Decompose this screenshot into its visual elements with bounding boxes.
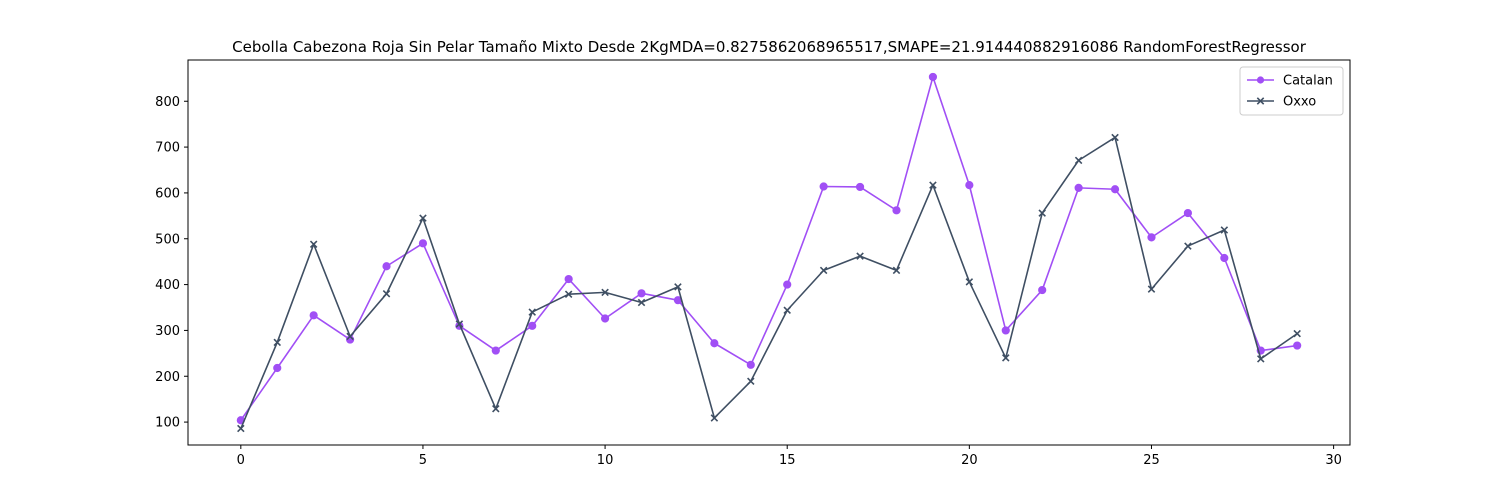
legend-item-oxxo: Oxxo xyxy=(1247,95,1316,110)
axes: 0 5 10 15 20 25 30 100 200 300 400 500 600 700 800 xyxy=(155,95,1342,468)
data-point-oxxo xyxy=(819,266,828,275)
y-tick-label: 200 xyxy=(155,370,180,385)
data-point-oxxo xyxy=(309,240,318,249)
data-point-oxxo xyxy=(1147,285,1156,293)
x-tick-label: 5 xyxy=(419,453,427,468)
data-point-oxxo xyxy=(419,214,427,222)
data-point-oxxo xyxy=(1038,209,1046,217)
data-point-catalan xyxy=(1183,208,1193,218)
data-point-catalan xyxy=(637,289,646,298)
data-point-catalan xyxy=(928,72,938,82)
data-point-oxxo xyxy=(1111,133,1119,142)
data-point-oxxo xyxy=(783,306,791,315)
data-point-oxxo xyxy=(601,288,609,297)
data-point-catalan xyxy=(382,262,391,271)
data-point-oxxo xyxy=(492,405,500,413)
x-tick-label: 15 xyxy=(779,453,796,468)
data-point-oxxo xyxy=(1184,242,1192,250)
data-point-oxxo xyxy=(856,252,864,260)
legend-label-oxxo: Oxxo xyxy=(1283,95,1316,110)
plot-frame xyxy=(187,59,1351,446)
data-point-catalan xyxy=(965,181,974,190)
x-tick-label: 20 xyxy=(961,453,978,468)
data-point-oxxo xyxy=(455,320,464,328)
data-point-oxxo xyxy=(346,332,354,341)
data-point-catalan xyxy=(1147,233,1156,242)
series-line-catalan xyxy=(240,76,1298,421)
plot-area xyxy=(236,72,1302,433)
data-point-oxxo xyxy=(1293,329,1301,338)
data-point-catalan xyxy=(1220,253,1229,263)
y-tick-label: 100 xyxy=(155,416,180,431)
legend-label-catalan: Catalan xyxy=(1283,74,1333,89)
x-tick-label: 10 xyxy=(597,453,614,468)
legend-marker-catalan xyxy=(1256,76,1265,84)
data-point-catalan xyxy=(1001,326,1010,335)
legend-marker-oxxo xyxy=(1256,97,1265,105)
data-point-catalan xyxy=(491,346,500,355)
data-point-catalan xyxy=(783,280,792,289)
chart-title: Cebolla Cabezona Roja Sin Pelar Tamaño M… xyxy=(232,38,1307,56)
series-line-oxxo xyxy=(240,136,1298,429)
data-point-oxxo xyxy=(710,414,719,422)
y-tick-label: 700 xyxy=(155,141,180,156)
data-point-catalan xyxy=(273,363,282,373)
data-point-catalan xyxy=(564,274,573,284)
data-point-oxxo xyxy=(1220,226,1229,234)
data-point-catalan xyxy=(1293,341,1302,350)
data-point-oxxo xyxy=(929,181,937,189)
data-point-oxxo xyxy=(382,289,391,298)
data-point-oxxo xyxy=(637,298,646,307)
x-tick-label: 25 xyxy=(1143,453,1160,468)
data-point-catalan xyxy=(710,339,719,348)
x-tick-label: 30 xyxy=(1325,453,1342,468)
data-point-catalan xyxy=(600,314,610,323)
data-point-catalan xyxy=(819,182,828,191)
y-tick-label: 500 xyxy=(155,232,180,247)
y-tick-label: 800 xyxy=(155,95,180,110)
data-point-catalan xyxy=(418,239,428,248)
data-point-catalan xyxy=(892,206,901,215)
data-point-catalan xyxy=(1038,285,1047,295)
data-point-oxxo xyxy=(674,283,682,291)
y-tick-label: 300 xyxy=(155,324,180,339)
x-tick-label: 0 xyxy=(237,453,245,468)
data-point-oxxo xyxy=(273,338,282,347)
legend: Catalan Oxxo xyxy=(1239,66,1344,116)
data-point-oxxo xyxy=(237,424,245,433)
data-point-oxxo xyxy=(1002,354,1010,362)
data-point-oxxo xyxy=(965,278,974,286)
legend-item-catalan: Catalan xyxy=(1247,74,1333,89)
data-point-oxxo xyxy=(1256,355,1265,363)
data-point-catalan xyxy=(746,360,755,369)
data-point-oxxo xyxy=(1074,156,1083,165)
data-point-catalan xyxy=(309,311,318,320)
data-point-oxxo xyxy=(892,266,901,275)
y-tick-label: 600 xyxy=(155,186,180,201)
data-point-catalan xyxy=(1110,185,1120,194)
legend-box xyxy=(1239,66,1344,116)
data-point-oxxo xyxy=(564,290,573,298)
data-point-catalan xyxy=(855,182,865,192)
y-tick-label: 400 xyxy=(155,278,180,293)
data-point-catalan xyxy=(528,321,537,330)
data-point-oxxo xyxy=(747,377,755,386)
data-point-oxxo xyxy=(528,308,536,316)
data-point-catalan xyxy=(1074,183,1083,192)
